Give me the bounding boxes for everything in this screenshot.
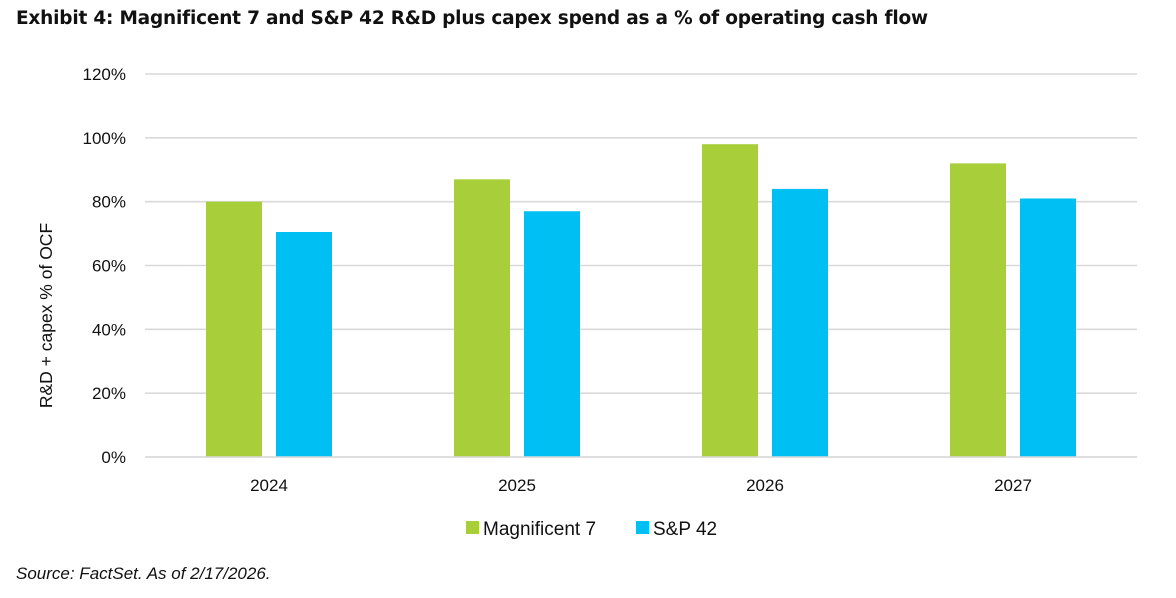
legend-label: Magnificent 7 bbox=[483, 519, 596, 540]
x-tick-label: 2027 bbox=[994, 476, 1032, 495]
source-note: Source: FactSet. As of 2/17/2026. bbox=[16, 564, 271, 583]
legend-label: S&P 42 bbox=[653, 519, 717, 540]
y-tick-label: 100% bbox=[83, 129, 126, 148]
bar-s-p-42-2025 bbox=[524, 211, 580, 457]
bars bbox=[145, 144, 1137, 458]
bar-s-p-42-2024 bbox=[276, 231, 332, 457]
bar-magnificent-7-2025 bbox=[454, 179, 510, 457]
x-tick-label: 2026 bbox=[746, 476, 784, 495]
y-tick-label: 20% bbox=[92, 384, 126, 403]
y-tick-label: 0% bbox=[101, 448, 126, 467]
legend: Magnificent 7 S&P 42 bbox=[466, 519, 717, 540]
y-tick-label: 40% bbox=[92, 320, 126, 339]
bar-s-p-42-2026 bbox=[772, 188, 828, 457]
x-tick-label: 2025 bbox=[498, 476, 536, 495]
bar-magnificent-7-2026 bbox=[702, 144, 758, 457]
legend-swatch bbox=[636, 521, 649, 534]
bar-s-p-42-2027 bbox=[1020, 198, 1076, 457]
y-axis-ticks: 0% 20% 40% 60% 80% 100% 120% bbox=[83, 65, 126, 467]
x-axis-ticks: 2024 2025 2026 2027 bbox=[250, 476, 1032, 495]
y-tick-label: 60% bbox=[92, 257, 126, 276]
legend-swatch bbox=[466, 521, 479, 534]
y-tick-label: 120% bbox=[83, 65, 126, 84]
bar-magnificent-7-2027 bbox=[950, 163, 1006, 457]
chart-title: Exhibit 4: Magnificent 7 and S&P 42 R&D … bbox=[16, 8, 928, 29]
bar-magnificent-7-2024 bbox=[206, 201, 262, 457]
x-tick-label: 2024 bbox=[250, 476, 288, 495]
y-axis-title: R&D + capex % of OCF bbox=[36, 223, 56, 408]
y-tick-label: 80% bbox=[92, 193, 126, 212]
